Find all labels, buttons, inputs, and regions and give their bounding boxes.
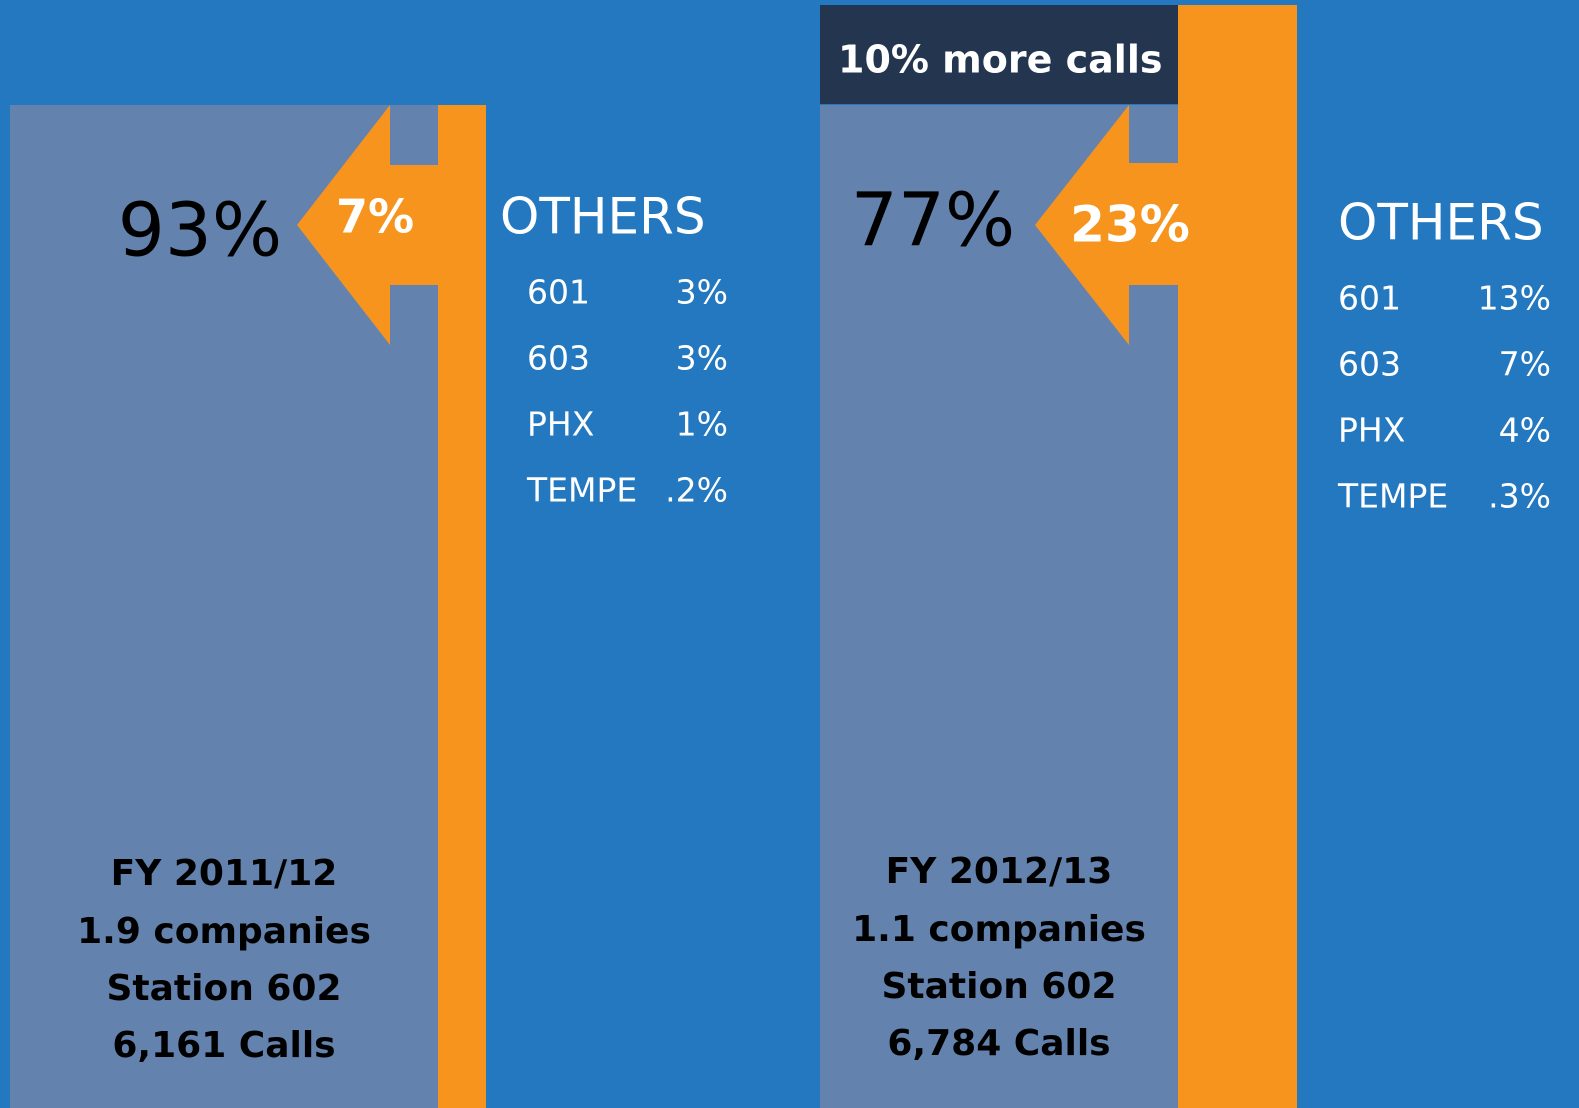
orange-bar	[438, 105, 486, 1108]
orange-bar	[1178, 5, 1297, 1108]
main-percent: 93%	[118, 188, 282, 274]
others-value: 4%	[1499, 411, 1551, 450]
others-label: PHX	[1338, 411, 1405, 450]
others-value: 3%	[676, 273, 728, 312]
shift-percent: 23%	[1070, 196, 1190, 254]
footer-line: 6,161 Calls	[112, 1025, 335, 1066]
others-label: PHX	[527, 405, 594, 444]
others-value: 3%	[676, 339, 728, 378]
others-value: 13%	[1478, 279, 1551, 318]
footer-line: 6,784 Calls	[887, 1023, 1110, 1064]
badge: 10% more calls	[838, 38, 1162, 82]
arrow	[297, 105, 438, 345]
others-value: .3%	[1488, 477, 1551, 516]
others-label: 601	[527, 273, 590, 312]
others-value: 1%	[676, 405, 728, 444]
footer-line: Station 602	[106, 968, 341, 1009]
others-title: OTHERS	[500, 188, 706, 246]
footer-line: FY 2011/12	[111, 853, 338, 894]
others-label: TEMPE	[1337, 477, 1448, 516]
footer-line: Station 602	[881, 966, 1116, 1007]
footer-line: FY 2012/13	[886, 851, 1113, 892]
others-value: 7%	[1499, 345, 1551, 384]
others-value: .2%	[665, 471, 728, 510]
footer-line: 1.1 companies	[852, 909, 1146, 950]
footer-line: 1.9 companies	[77, 911, 371, 952]
arrow	[1035, 105, 1178, 345]
main-percent: 77%	[851, 178, 1015, 264]
others-title: OTHERS	[1338, 194, 1544, 252]
others-label: TEMPE	[526, 471, 637, 510]
shift-percent: 7%	[336, 190, 414, 244]
others-label: 603	[527, 339, 590, 378]
badge-box	[820, 5, 1178, 104]
others-label: 601	[1338, 279, 1401, 318]
others-label: 603	[1338, 345, 1401, 384]
